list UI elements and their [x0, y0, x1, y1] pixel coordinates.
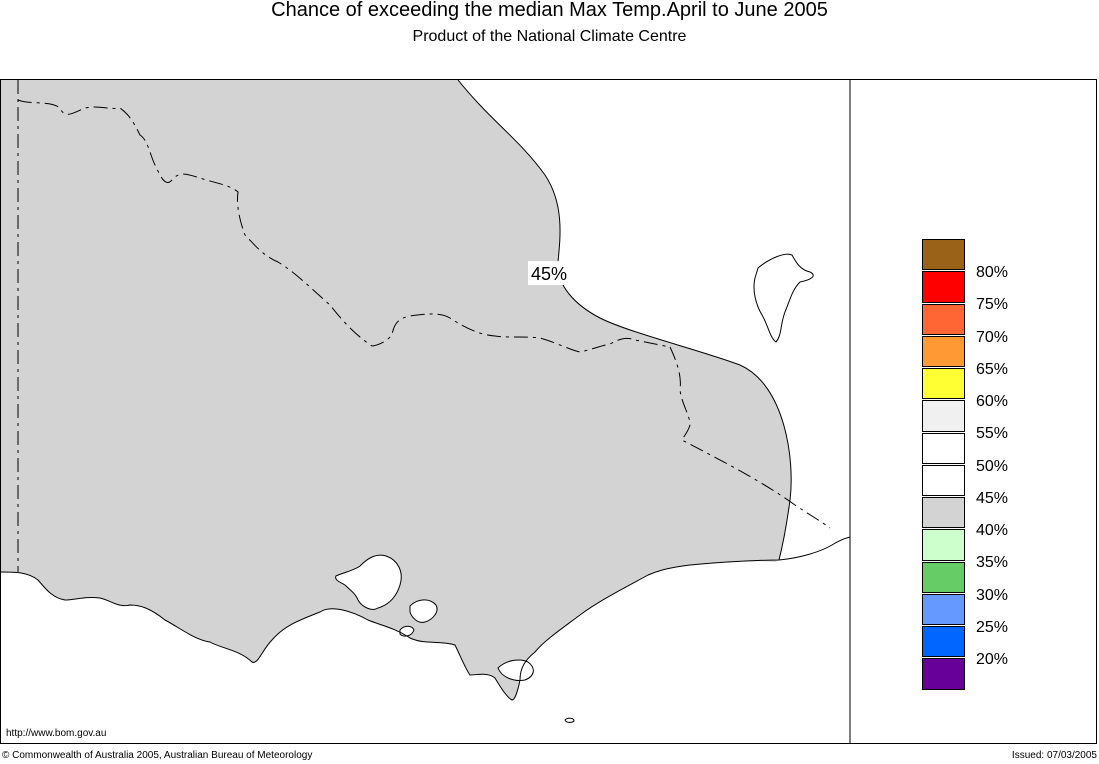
legend-label: 45% [976, 489, 1009, 507]
legend-label: 75% [976, 296, 1009, 314]
legend-label: 80% [976, 264, 1009, 281]
map-canvas: 45% [1, 79, 851, 744]
corner-inlet [497, 659, 534, 681]
western-port [409, 599, 438, 623]
state-border-east [669, 346, 831, 529]
legend-label: 30% [976, 586, 1009, 604]
small-island [564, 717, 575, 723]
legend-swatch [922, 271, 965, 303]
port-phillip-bay [335, 554, 402, 610]
contour-label: 45% [531, 264, 567, 284]
legend-swatch [922, 432, 965, 464]
legend-label: 20% [976, 651, 1009, 668]
legend-swatch [922, 464, 965, 496]
legend-label: 50% [976, 457, 1009, 475]
legend-label: 35% [976, 554, 1009, 572]
legend-label: 70% [976, 328, 1009, 346]
legend-swatch [922, 368, 965, 400]
legend-swatch [922, 303, 965, 335]
legend-swatch [922, 658, 965, 690]
footer-url[interactable]: http://www.bom.gov.au [6, 728, 107, 739]
map-title: Chance of exceeding the median Max Temp.… [271, 0, 828, 21]
offshore-island [753, 253, 814, 343]
contour-label-box [528, 261, 568, 285]
legend-label: 65% [976, 360, 1009, 378]
legend-swatch [922, 335, 965, 367]
legend-label: 55% [976, 425, 1009, 443]
legend-label: 25% [976, 618, 1009, 636]
footer-issued: Issued: 07/03/2005 [1011, 750, 1097, 761]
legend-swatch [922, 497, 965, 529]
legend-swatch [922, 593, 965, 625]
legend-swatch [922, 400, 965, 432]
legend-swatch [922, 626, 965, 658]
coastline [1, 536, 850, 701]
legend-label: 40% [976, 522, 1009, 539]
shaded-probability-region [1, 80, 792, 700]
legend-label: 60% [976, 393, 1009, 410]
map-subtitle: Product of the National Climate Centre [412, 28, 687, 45]
legend-swatch [922, 561, 965, 593]
footer-copyright: © Commonwealth of Australia 2005, Austra… [2, 750, 313, 761]
contour-45 [457, 80, 792, 561]
legend: 80% 75% 70% 65% 60% 55% 50% 45% 40% 35% 30% 25% 20% [922, 239, 1042, 693]
legend-swatch [922, 239, 965, 271]
legend-swatch [922, 529, 965, 561]
state-border-nsw-vic [17, 99, 671, 353]
